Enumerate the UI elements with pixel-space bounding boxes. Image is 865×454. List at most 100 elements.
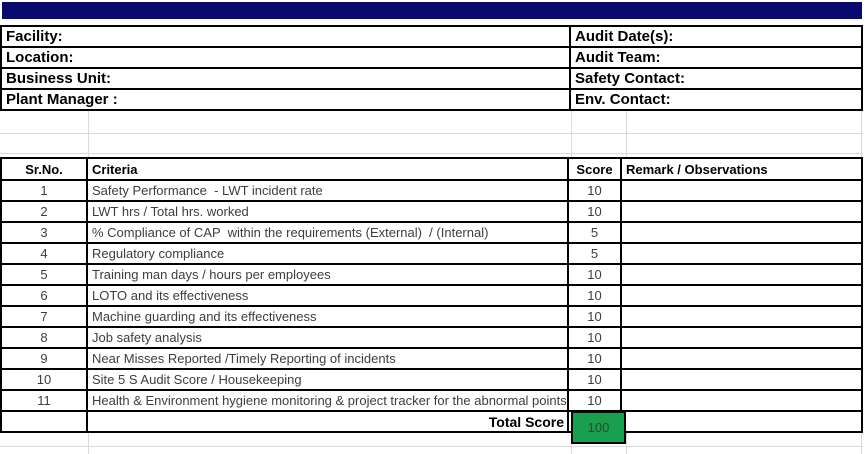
remark-cell[interactable] bbox=[622, 370, 861, 389]
score-cell[interactable]: 5 bbox=[569, 244, 622, 263]
score-cell[interactable]: 5 bbox=[569, 223, 622, 242]
safety-contact-cell: Safety Contact: bbox=[571, 69, 861, 88]
criteria-cell: % Compliance of CAP within the requireme… bbox=[88, 223, 569, 242]
empty-grid-area bbox=[0, 111, 865, 157]
header-criteria: Criteria bbox=[88, 159, 569, 179]
gridline bbox=[861, 111, 862, 157]
remark-cell[interactable] bbox=[622, 202, 861, 221]
criteria-cell: Health & Environment hygiene monitoring … bbox=[88, 391, 569, 410]
safety-contact-label: Safety Contact: bbox=[575, 70, 686, 87]
sr-no-cell: 7 bbox=[2, 307, 88, 326]
info-row: Business Unit: Safety Contact: bbox=[2, 69, 861, 90]
table-row: 3 % Compliance of CAP within the require… bbox=[2, 223, 861, 244]
table-row: 9 Near Misses Reported /Timely Reporting… bbox=[2, 349, 861, 370]
table-row: 11 Health & Environment hygiene monitori… bbox=[2, 391, 861, 412]
criteria-cell: LOTO and its effectiveness bbox=[88, 286, 569, 305]
score-cell[interactable]: 10 bbox=[569, 286, 622, 305]
score-cell[interactable]: 10 bbox=[569, 181, 622, 200]
sr-no-cell: 11 bbox=[2, 391, 88, 410]
location-label: Location: bbox=[6, 49, 74, 66]
criteria-cell: Near Misses Reported /Timely Reporting o… bbox=[88, 349, 569, 368]
header-remark: Remark / Observations bbox=[626, 161, 768, 177]
audit-dates-cell: Audit Date(s): bbox=[571, 27, 861, 46]
sr-no-cell: 3 bbox=[2, 223, 88, 242]
gridline bbox=[571, 111, 572, 157]
business-unit-label: Business Unit: bbox=[6, 70, 112, 87]
audit-team-label: Audit Team: bbox=[575, 49, 661, 66]
sr-no-cell: 4 bbox=[2, 244, 88, 263]
total-sr-cell bbox=[2, 412, 88, 431]
sr-no-cell: 9 bbox=[2, 349, 88, 368]
facility-label: Facility: bbox=[6, 28, 63, 45]
score-cell[interactable]: 10 bbox=[569, 307, 622, 326]
score-cell[interactable]: 10 bbox=[569, 349, 622, 368]
total-row: Total Score bbox=[2, 412, 861, 431]
header-sr-no: Sr.No. bbox=[2, 159, 88, 179]
score-cell[interactable]: 10 bbox=[569, 202, 622, 221]
criteria-cell: Training man days / hours per employees bbox=[88, 265, 569, 284]
info-row: Facility: Audit Date(s): bbox=[2, 27, 861, 48]
sr-no-cell: 8 bbox=[2, 328, 88, 347]
total-remark-cell[interactable] bbox=[622, 412, 861, 431]
env-contact-label: Env. Contact: bbox=[575, 91, 671, 108]
remark-cell[interactable] bbox=[622, 328, 861, 347]
env-contact-entry-area[interactable] bbox=[671, 90, 861, 109]
business-unit-cell: Business Unit: bbox=[2, 69, 571, 88]
table-header-row: Sr.No. Criteria Score Remark / Observati… bbox=[2, 159, 861, 181]
criteria-cell: LWT hrs / Total hrs. worked bbox=[88, 202, 569, 221]
remark-cell[interactable] bbox=[622, 181, 861, 200]
sr-no-cell: 2 bbox=[2, 202, 88, 221]
table-row: 8 Job safety analysis 10 bbox=[2, 328, 861, 349]
audit-team-entry-area[interactable] bbox=[661, 48, 861, 67]
remark-cell[interactable] bbox=[622, 307, 861, 326]
gridline bbox=[861, 433, 862, 454]
gridline bbox=[88, 433, 89, 454]
info-panel: Facility: Audit Date(s): Location: Audit… bbox=[0, 25, 863, 111]
audit-dates-entry-area[interactable] bbox=[673, 27, 861, 46]
facility-cell: Facility: bbox=[2, 27, 571, 46]
location-cell: Location: bbox=[2, 48, 571, 67]
score-cell[interactable]: 10 bbox=[569, 370, 622, 389]
gridline bbox=[626, 433, 627, 454]
score-cell[interactable]: 10 bbox=[569, 265, 622, 284]
table-row: 1 Safety Performance - LWT incident rate… bbox=[2, 181, 861, 202]
table-row: 6 LOTO and its effectiveness 10 bbox=[2, 286, 861, 307]
audit-team-cell: Audit Team: bbox=[571, 48, 861, 67]
remark-cell[interactable] bbox=[622, 391, 861, 410]
audit-dates-label: Audit Date(s): bbox=[575, 28, 674, 45]
score-cell[interactable]: 10 bbox=[569, 391, 622, 410]
gridline bbox=[626, 111, 627, 157]
criteria-cell: Regulatory compliance bbox=[88, 244, 569, 263]
safety-contact-entry-area[interactable] bbox=[685, 69, 861, 88]
criteria-cell: Machine guarding and its effectiveness bbox=[88, 307, 569, 326]
table-row: 10 Site 5 S Audit Score / Housekeeping 1… bbox=[2, 370, 861, 391]
info-row: Location: Audit Team: bbox=[2, 48, 861, 69]
table-row: 7 Machine guarding and its effectiveness… bbox=[2, 307, 861, 328]
plant-manager-entry-area[interactable] bbox=[118, 90, 569, 109]
total-score-value: 100 bbox=[571, 411, 626, 444]
remark-cell[interactable] bbox=[622, 265, 861, 284]
gridline bbox=[0, 153, 863, 154]
remark-cell[interactable] bbox=[622, 223, 861, 242]
sr-no-cell: 1 bbox=[2, 181, 88, 200]
facility-entry-area[interactable] bbox=[63, 27, 569, 46]
remark-cell[interactable] bbox=[622, 244, 861, 263]
table-row: 2 LWT hrs / Total hrs. worked 10 bbox=[2, 202, 861, 223]
total-score-label: Total Score bbox=[88, 412, 569, 431]
sr-no-cell: 10 bbox=[2, 370, 88, 389]
sr-no-cell: 5 bbox=[2, 265, 88, 284]
location-entry-area[interactable] bbox=[74, 48, 570, 67]
remark-cell[interactable] bbox=[622, 286, 861, 305]
header-score: Score bbox=[569, 159, 622, 179]
remark-cell[interactable] bbox=[622, 349, 861, 368]
gridline bbox=[88, 111, 89, 157]
criteria-cell: Job safety analysis bbox=[88, 328, 569, 347]
business-unit-entry-area[interactable] bbox=[111, 69, 569, 88]
plant-manager-cell: Plant Manager : bbox=[2, 90, 571, 109]
criteria-cell: Site 5 S Audit Score / Housekeeping bbox=[88, 370, 569, 389]
env-contact-cell: Env. Contact: bbox=[571, 90, 861, 109]
audit-table: Sr.No. Criteria Score Remark / Observati… bbox=[0, 157, 863, 433]
score-cell[interactable]: 10 bbox=[569, 328, 622, 347]
criteria-cell: Safety Performance - LWT incident rate bbox=[88, 181, 569, 200]
